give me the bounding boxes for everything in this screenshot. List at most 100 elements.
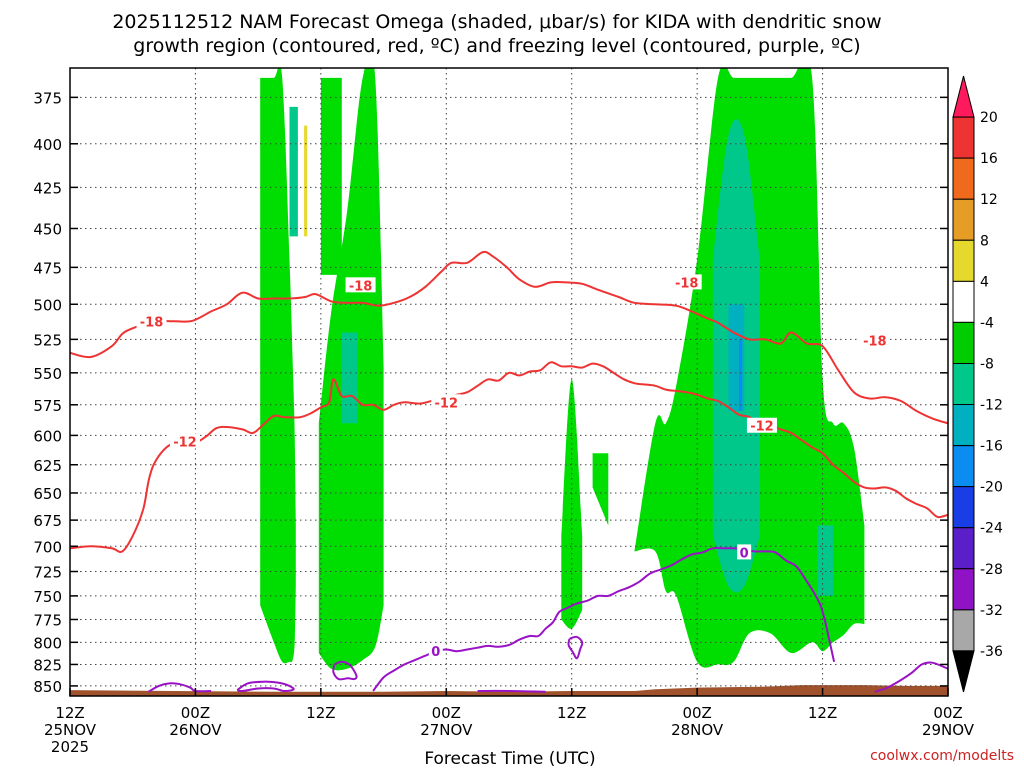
colorbar-label-9: -20 — [980, 480, 1003, 496]
contour-label-0-2: -18 — [675, 276, 699, 291]
contour-label-1-1: -12 — [435, 396, 459, 411]
x-tick-label-0-0: 12Z — [55, 704, 84, 722]
colorbar-label-13: -36 — [980, 644, 1003, 660]
colorbar-label-8: -16 — [980, 439, 1003, 455]
colorbar-label-0: 20 — [980, 110, 998, 126]
contour-line-8 — [477, 689, 546, 693]
x-axis-title: Forecast Time (UTC) — [424, 749, 595, 768]
colorbar-swatch-4 — [952, 239, 975, 282]
y-tick-label-850: 850 — [33, 678, 62, 696]
omega-region-9 — [817, 525, 833, 596]
colorbar-swatch-14 — [952, 650, 975, 693]
colorbar-swatch-10 — [952, 486, 975, 529]
chart-title-line-1: 2025112512 NAM Forecast Omega (shaded, μ… — [112, 11, 881, 33]
contour-label-0-3: -18 — [863, 335, 887, 350]
plot-frame — [69, 67, 949, 697]
contour-line-7 — [567, 635, 584, 660]
contour-line-6 — [332, 660, 358, 681]
colorbar-swatch-13 — [952, 609, 975, 652]
colorbar-swatch-6 — [952, 321, 975, 364]
contour-label-bg-0-3 — [859, 332, 890, 348]
y-tick-label-750: 750 — [33, 588, 62, 606]
colorbar-swatch-0 — [952, 75, 975, 118]
contour-label-bg-1-1 — [431, 394, 462, 410]
colorbar-swatch-12 — [952, 568, 975, 611]
contour-line-5 — [236, 680, 295, 693]
y-tick-label-600: 600 — [33, 427, 62, 445]
x-tick-label-84-0: 00Z — [933, 704, 962, 722]
x-tick-label-36-1: 27NOV — [420, 721, 473, 739]
omega-region-6 — [289, 106, 298, 237]
y-tick-label-475: 475 — [33, 259, 62, 277]
y-tick-label-725: 725 — [33, 564, 62, 582]
omega-region-12 — [304, 125, 308, 237]
plot-inner: -18 -18 -18 -18 -12 -12 -12 0 0 — [70, 68, 948, 696]
terrain-fill — [70, 685, 948, 696]
omega-region-0 — [260, 68, 296, 664]
colorbar-label-10: -24 — [980, 521, 1003, 537]
plot-area: -18 -18 -18 -18 -12 -12 -12 0 0 — [70, 68, 948, 696]
colorbar-label-5: -4 — [980, 315, 994, 331]
contour-line-4 — [147, 682, 212, 693]
contour-line-2 — [372, 546, 836, 692]
omega-region-2 — [320, 77, 342, 275]
x-tick-label-0-1: 25NOV — [44, 721, 97, 739]
y-tick-label-700: 700 — [33, 538, 62, 556]
y-tick-label-775: 775 — [33, 611, 62, 629]
y-tick-label-450: 450 — [33, 220, 62, 238]
x-tick-label-36-0: 00Z — [432, 704, 461, 722]
contour-label-bg-2-0 — [428, 643, 443, 659]
contour-label-bg-1-2 — [746, 417, 777, 433]
omega-region-11 — [739, 339, 743, 411]
colorbar-swatch-11 — [952, 527, 975, 570]
y-tick-label-500: 500 — [33, 296, 62, 314]
colorbar-label-11: -28 — [980, 562, 1003, 578]
y-tick-label-425: 425 — [33, 179, 62, 197]
contour-line-1 — [70, 361, 948, 553]
colorbar-swatch-9 — [952, 445, 975, 488]
contour-label-1-2: -12 — [750, 420, 774, 435]
credit-text: coolwx.com/modelts — [870, 748, 1014, 764]
y-tick-label-375: 375 — [33, 89, 62, 107]
colorbar-swatch-5 — [952, 280, 975, 323]
y-tick-label-825: 825 — [33, 656, 62, 674]
colorbar-label-4: 4 — [980, 274, 989, 290]
omega-region-7 — [341, 332, 358, 424]
x-tick-label-0-2: 2025 — [51, 738, 89, 756]
chart-title-line-2: growth region (contoured, red, ºC) and f… — [133, 35, 860, 57]
colorbar-label-6: -8 — [980, 356, 994, 372]
x-tick-label-12-1: 26NOV — [169, 721, 222, 739]
y-tick-label-800: 800 — [33, 634, 62, 652]
contour-label-bg-0-2 — [671, 274, 702, 290]
contour-line-0 — [70, 250, 948, 425]
x-tick-label-12-0: 00Z — [181, 704, 210, 722]
colorbar-swatch-7 — [952, 362, 975, 406]
x-tick-label-84-1: 29NOV — [922, 721, 975, 739]
y-tick-label-625: 625 — [33, 457, 62, 475]
y-tick-label-650: 650 — [33, 485, 62, 503]
x-tick-label-72-0: 12Z — [808, 704, 837, 722]
contour-label-bg-1-0 — [169, 433, 200, 449]
colorbar-label-1: 16 — [980, 151, 998, 167]
contour-label-0-0: -18 — [140, 315, 164, 330]
y-tick-label-675: 675 — [33, 512, 62, 530]
contour-label-2-1: 0 — [740, 546, 749, 561]
contour-label-2-0: 0 — [431, 645, 440, 660]
x-tick-label-60-0: 00Z — [682, 704, 711, 722]
colorbar-swatch-2 — [952, 157, 975, 200]
colorbar-label-12: -32 — [980, 603, 1003, 619]
contour-label-bg-0-1 — [345, 277, 376, 293]
contour-label-0-1: -18 — [349, 279, 373, 294]
contour-label-1-0: -12 — [173, 435, 197, 450]
colorbar: 20 16 12 8 4 -4 -8 -12 -16 -20 -24 -28 -32 -36 — [952, 75, 1003, 693]
y-tick-label-525: 525 — [33, 331, 62, 349]
colorbar-label-7: -12 — [980, 398, 1003, 414]
y-tick-label-575: 575 — [33, 397, 62, 415]
colorbar-label-2: 12 — [980, 192, 998, 208]
contour-label-bg-0-0 — [136, 313, 167, 329]
colorbar-swatch-3 — [952, 198, 975, 241]
y-tick-label-400: 400 — [33, 136, 62, 154]
y-tick-label-550: 550 — [33, 365, 62, 383]
x-tick-label-48-0: 12Z — [557, 704, 586, 722]
